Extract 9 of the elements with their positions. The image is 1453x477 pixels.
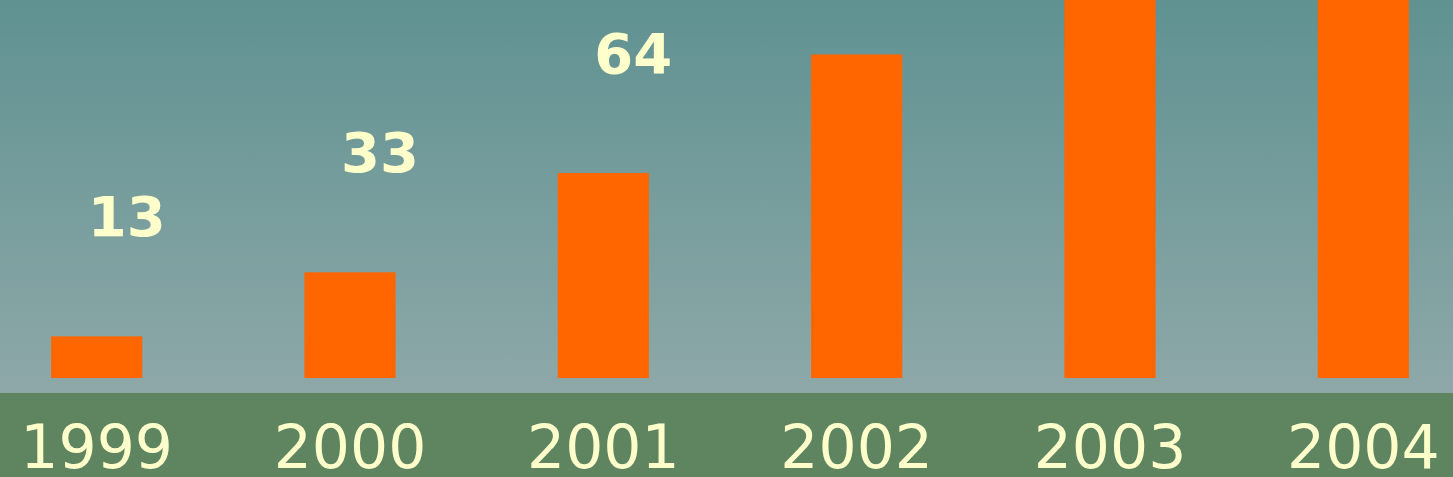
data-label: 64 — [594, 20, 673, 86]
x-tick-label: 2002 — [780, 412, 934, 477]
data-label: 13 — [87, 184, 166, 250]
data-label: 33 — [341, 120, 419, 186]
x-tick-label: 2001 — [526, 412, 680, 477]
x-tick-label: 2003 — [1033, 412, 1187, 477]
x-tick-label: 2004 — [1286, 412, 1440, 477]
x-tick-label: 1999 — [20, 412, 174, 477]
x-tick-label: 2000 — [273, 412, 427, 477]
